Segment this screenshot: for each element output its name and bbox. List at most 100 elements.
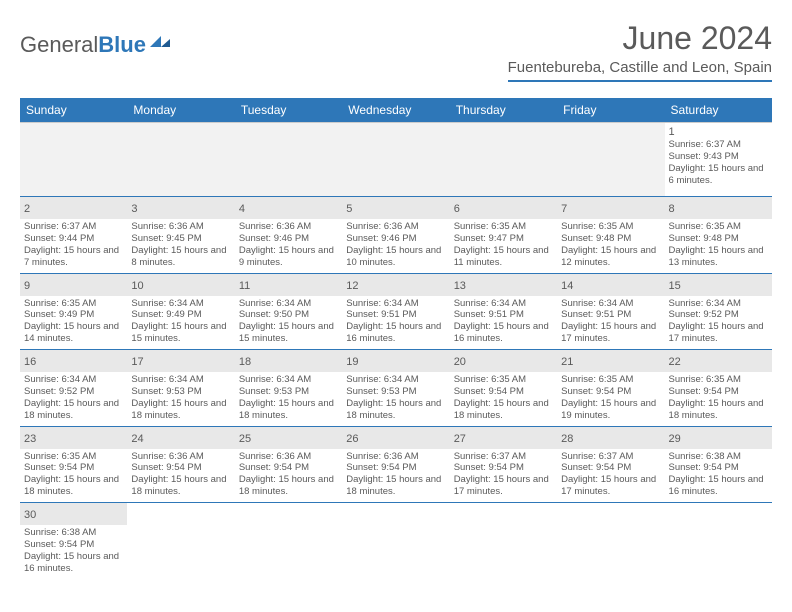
day-info: Sunrise: 6:34 AMSunset: 9:50 PMDaylight:…: [239, 298, 338, 346]
sunrise-text: Sunrise: 6:37 AM: [24, 221, 123, 233]
day-header-region: 20: [450, 350, 557, 372]
day-header-region: 12: [342, 274, 449, 296]
day-info: Sunrise: 6:36 AMSunset: 9:46 PMDaylight:…: [346, 221, 445, 269]
day-header-region: 25: [235, 427, 342, 449]
day-info: Sunrise: 6:34 AMSunset: 9:52 PMDaylight:…: [669, 298, 768, 346]
daylight-text: Daylight: 15 hours and 15 minutes.: [239, 321, 338, 345]
calendar-row: 2Sunrise: 6:37 AMSunset: 9:44 PMDaylight…: [20, 197, 772, 274]
logo-text: GeneralBlue: [20, 32, 146, 58]
day-info: Sunrise: 6:36 AMSunset: 9:54 PMDaylight:…: [346, 451, 445, 499]
daylight-text: Daylight: 15 hours and 17 minutes.: [454, 474, 553, 498]
calendar-cell: 20Sunrise: 6:35 AMSunset: 9:54 PMDayligh…: [450, 350, 557, 427]
day-number: 1: [669, 126, 768, 138]
calendar-cell: [235, 123, 342, 197]
day-number: 12: [346, 280, 358, 292]
day-header-region: 2: [20, 197, 127, 219]
calendar-table: Sunday Monday Tuesday Wednesday Thursday…: [20, 98, 772, 579]
sunset-text: Sunset: 9:54 PM: [131, 462, 230, 474]
day-header-region: 15: [665, 274, 772, 296]
sunset-text: Sunset: 9:54 PM: [346, 462, 445, 474]
daylight-text: Daylight: 15 hours and 14 minutes.: [24, 321, 123, 345]
day-number: 10: [131, 280, 143, 292]
day-header-region: 14: [557, 274, 664, 296]
sunset-text: Sunset: 9:54 PM: [239, 462, 338, 474]
day-number: 26: [346, 433, 358, 445]
day-info: Sunrise: 6:37 AMSunset: 9:54 PMDaylight:…: [454, 451, 553, 499]
daylight-text: Daylight: 15 hours and 16 minutes.: [669, 474, 768, 498]
sunrise-text: Sunrise: 6:35 AM: [669, 221, 768, 233]
weekday-header: Friday: [557, 98, 664, 123]
day-number: 3: [131, 203, 137, 215]
day-header-region: 17: [127, 350, 234, 372]
weekday-header: Saturday: [665, 98, 772, 123]
calendar-body: 1Sunrise: 6:37 AMSunset: 9:43 PMDaylight…: [20, 123, 772, 579]
day-header-region: 13: [450, 274, 557, 296]
sunrise-text: Sunrise: 6:36 AM: [131, 451, 230, 463]
calendar-cell: 4Sunrise: 6:36 AMSunset: 9:46 PMDaylight…: [235, 197, 342, 274]
daylight-text: Daylight: 15 hours and 9 minutes.: [239, 245, 338, 269]
calendar-cell: 2Sunrise: 6:37 AMSunset: 9:44 PMDaylight…: [20, 197, 127, 274]
sunset-text: Sunset: 9:46 PM: [346, 233, 445, 245]
daylight-text: Daylight: 15 hours and 18 minutes.: [239, 398, 338, 422]
day-number: 21: [561, 356, 573, 368]
day-number: 11: [239, 280, 250, 292]
day-number: 5: [346, 203, 352, 215]
day-number: 9: [24, 280, 30, 292]
sunrise-text: Sunrise: 6:34 AM: [669, 298, 768, 310]
calendar-cell: [20, 123, 127, 197]
logo: GeneralBlue: [20, 32, 174, 58]
daylight-text: Daylight: 15 hours and 18 minutes.: [24, 474, 123, 498]
day-header-region: 30: [20, 503, 127, 525]
sunrise-text: Sunrise: 6:35 AM: [24, 451, 123, 463]
calendar-cell: 5 Sunrise: 6:36 AMSunset: 9:46 PMDaylight…: [342, 197, 449, 274]
day-info: Sunrise: 6:34 AMSunset: 9:51 PMDaylight:…: [346, 298, 445, 346]
sunrise-text: Sunrise: 6:35 AM: [561, 374, 660, 386]
day-info: Sunrise: 6:34 AMSunset: 9:49 PMDaylight:…: [131, 298, 230, 346]
day-info: Sunrise: 6:38 AMSunset: 9:54 PMDaylight:…: [24, 527, 123, 575]
daylight-text: Daylight: 15 hours and 18 minutes.: [669, 398, 768, 422]
calendar-row: 23Sunrise: 6:35 AMSunset: 9:54 PMDayligh…: [20, 426, 772, 503]
sunset-text: Sunset: 9:52 PM: [24, 386, 123, 398]
sunset-text: Sunset: 9:53 PM: [131, 386, 230, 398]
day-header-region: 21: [557, 350, 664, 372]
sunset-text: Sunset: 9:44 PM: [24, 233, 123, 245]
day-header-region: 24: [127, 427, 234, 449]
day-number: 20: [454, 356, 466, 368]
day-number: 23: [24, 433, 36, 445]
calendar-cell: [450, 503, 557, 579]
daylight-text: Daylight: 15 hours and 17 minutes.: [561, 321, 660, 345]
day-number: 17: [131, 356, 143, 368]
daylight-text: Daylight: 15 hours and 7 minutes.: [24, 245, 123, 269]
daylight-text: Daylight: 15 hours and 11 minutes.: [454, 245, 553, 269]
calendar-cell: [665, 503, 772, 579]
day-info: Sunrise: 6:37 AMSunset: 9:44 PMDaylight:…: [24, 221, 123, 269]
sunset-text: Sunset: 9:54 PM: [561, 386, 660, 398]
day-info: Sunrise: 6:35 AMSunset: 9:54 PMDaylight:…: [669, 374, 768, 422]
sunrise-text: Sunrise: 6:35 AM: [454, 221, 553, 233]
sunset-text: Sunset: 9:48 PM: [669, 233, 768, 245]
calendar-cell: 16Sunrise: 6:34 AMSunset: 9:52 PMDayligh…: [20, 350, 127, 427]
calendar-cell: 13Sunrise: 6:34 AMSunset: 9:51 PMDayligh…: [450, 273, 557, 350]
calendar-cell: 21Sunrise: 6:35 AMSunset: 9:54 PMDayligh…: [557, 350, 664, 427]
sunrise-text: Sunrise: 6:34 AM: [131, 374, 230, 386]
calendar-cell: 26 Sunrise: 6:36 AMSunset: 9:54 PMDayligh…: [342, 426, 449, 503]
sunrise-text: Sunrise: 6:34 AM: [346, 298, 445, 310]
sunset-text: Sunset: 9:49 PM: [24, 309, 123, 321]
daylight-text: Daylight: 15 hours and 10 minutes.: [346, 245, 445, 269]
sunset-text: Sunset: 9:45 PM: [131, 233, 230, 245]
calendar-cell: 25Sunrise: 6:36 AMSunset: 9:54 PMDayligh…: [235, 426, 342, 503]
sunrise-text: Sunrise: 6:36 AM: [131, 221, 230, 233]
sunset-text: Sunset: 9:51 PM: [454, 309, 553, 321]
sunrise-text: Sunrise: 6:37 AM: [561, 451, 660, 463]
day-number: 7: [561, 203, 567, 215]
sunset-text: Sunset: 9:54 PM: [24, 462, 123, 474]
daylight-text: Daylight: 15 hours and 18 minutes.: [454, 398, 553, 422]
day-info: Sunrise: 6:35 AMSunset: 9:47 PMDaylight:…: [454, 221, 553, 269]
sunrise-text: Sunrise: 6:34 AM: [561, 298, 660, 310]
sunset-text: Sunset: 9:51 PM: [561, 309, 660, 321]
day-header-region: 4: [235, 197, 342, 219]
daylight-text: Daylight: 15 hours and 18 minutes.: [239, 474, 338, 498]
weekday-header: Tuesday: [235, 98, 342, 123]
day-info: Sunrise: 6:36 AMSunset: 9:45 PMDaylight:…: [131, 221, 230, 269]
sunrise-text: Sunrise: 6:35 AM: [454, 374, 553, 386]
